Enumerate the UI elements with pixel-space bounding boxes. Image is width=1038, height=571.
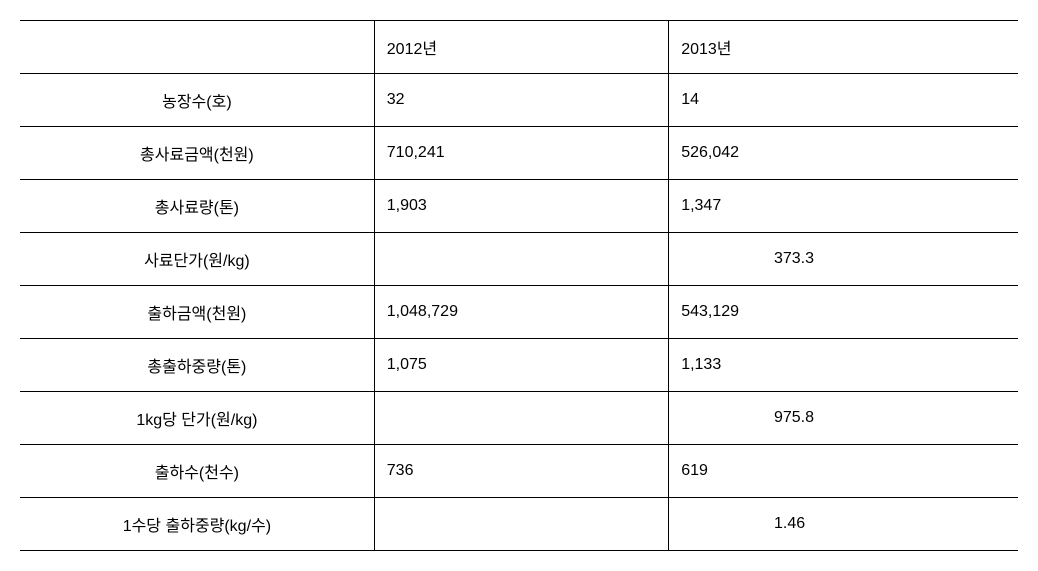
row-label: 총출하중량(톤) [20, 339, 374, 392]
table-row: 출하금액(천원)1,048,729543,129 [20, 286, 1018, 339]
table-row: 1수당 출하중량(kg/수)1.461.83 [20, 498, 1018, 551]
table-body: 농장수(호)3214총사료금액(천원)710,241526,042총사료량(톤)… [20, 74, 1018, 551]
row-label: 총사료금액(천원) [20, 127, 374, 180]
row-label: 1수당 출하중량(kg/수) [20, 498, 374, 551]
row-value-y2: 1,347 [669, 180, 1018, 233]
row-label: 출하금액(천원) [20, 286, 374, 339]
row-value-y2: 526,042 [669, 127, 1018, 180]
table-header-row: 2012년 2013년 [20, 21, 1018, 74]
table-row: 사료단가(원/kg)373.3390.5 [20, 233, 1018, 286]
row-label: 1kg당 단가(원/kg) [20, 392, 374, 445]
row-value-y1: 32 [374, 74, 668, 127]
row-label: 사료단가(원/kg) [20, 233, 374, 286]
row-label: 출하수(천수) [20, 445, 374, 498]
row-label: 농장수(호) [20, 74, 374, 127]
row-value-y1: 1,903 [374, 180, 668, 233]
table-row: 총사료금액(천원)710,241526,042 [20, 127, 1018, 180]
header-year2: 2013년 [669, 21, 1018, 74]
row-value-y1: 710,241 [374, 127, 668, 180]
row-value-y1: 373.3 [374, 233, 668, 286]
table-row: 농장수(호)3214 [20, 74, 1018, 127]
row-value-y2: 543,129 [669, 286, 1018, 339]
row-value-y1: 975.8 [374, 392, 668, 445]
row-value-y2: 14 [669, 74, 1018, 127]
row-value-y1: 1.46 [374, 498, 668, 551]
table-row: 총출하중량(톤)1,0751,133 [20, 339, 1018, 392]
row-value-y1: 1,048,729 [374, 286, 668, 339]
row-value-y2: 479.6 [669, 392, 1018, 445]
row-value-y1: 1,075 [374, 339, 668, 392]
table-row: 총사료량(톤)1,9031,347 [20, 180, 1018, 233]
row-label: 총사료량(톤) [20, 180, 374, 233]
row-value-y2: 1,133 [669, 339, 1018, 392]
table-row: 1kg당 단가(원/kg)975.8479.6 [20, 392, 1018, 445]
data-table: 2012년 2013년 농장수(호)3214총사료금액(천원)710,24152… [20, 20, 1018, 551]
row-value-y2: 619 [669, 445, 1018, 498]
row-value-y2: 390.5 [669, 233, 1018, 286]
header-year1: 2012년 [374, 21, 668, 74]
row-value-y2: 1.83 [669, 498, 1018, 551]
table-row: 출하수(천수)736619 [20, 445, 1018, 498]
data-table-container: 2012년 2013년 농장수(호)3214총사료금액(천원)710,24152… [20, 20, 1018, 551]
row-value-y1: 736 [374, 445, 668, 498]
header-empty [20, 21, 374, 74]
